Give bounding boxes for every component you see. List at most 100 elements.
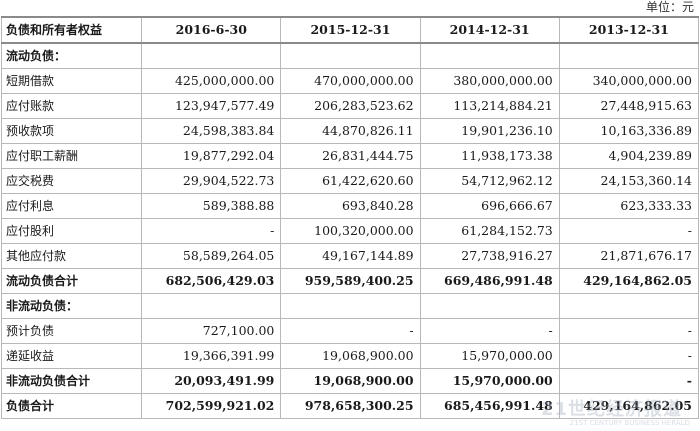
value-cell: 26,831,444.75 [280,143,421,169]
row-label: 短期借款 [0,68,143,94]
value-cell: 100,320,000.00 [280,218,421,244]
value-cell [280,293,421,319]
value-cell [141,293,282,319]
row-label: 应付职工薪酬 [0,143,143,169]
value-cell: 702,599,921.02 [141,393,282,419]
unit-label: 单位：元 [645,0,694,14]
value-cell: 589,388.88 [141,193,282,219]
value-cell: 669,486,991.48 [419,268,560,294]
value-cell: 61,422,620.60 [280,168,421,194]
value-cell: 380,000,000.00 [419,68,560,94]
header-label: 负债和所有者权益 [0,16,143,44]
value-cell: 19,901,236.10 [419,118,560,144]
table-row: 应付职工薪酬 19,877,292.04 26,831,444.75 11,938,1… [0,143,700,169]
value-cell [280,42,421,69]
header-row: 负债和所有者权益 2016-6-30 2015-12-31 2014-12-31… [0,16,700,44]
value-cell: 429,164,862.05 [558,393,700,419]
liabilities-table: 负债和所有者权益 2016-6-30 2015-12-31 2014-12-31… [0,16,700,419]
value-cell: 113,214,884.21 [419,93,560,119]
value-cell: - [558,368,700,394]
column-header: 2016-6-30 [141,16,282,44]
value-cell: 27,738,916.27 [419,243,560,269]
row-label: 流动负债合计 [0,268,143,294]
section-row: 流动负债： [0,42,700,69]
value-cell [141,42,282,69]
table-row: 预收款项 24,598,383.84 44,870,826.11 19,901,236… [0,118,700,144]
row-label: 递延收益 [0,343,143,369]
value-cell: 19,366,391.99 [141,343,282,369]
table-row: 应付股利 -100,320,000.00 61,284,152.73- [0,218,700,244]
column-header: 2015-12-31 [280,16,421,44]
value-cell [558,293,700,319]
value-cell: 429,164,862.05 [558,268,700,294]
value-cell: 4,904,239.89 [558,143,700,169]
value-cell [419,42,560,69]
value-cell: 623,333.33 [558,193,700,219]
value-cell: 682,506,429.03 [141,268,282,294]
column-header: 2013-12-31 [558,16,700,44]
value-cell: 123,947,577.49 [141,93,282,119]
table-row: 其他应付款 58,589,264.05 49,167,144.89 27,738,91… [0,243,700,269]
value-cell: 206,283,523.62 [280,93,421,119]
value-cell [419,293,560,319]
table-row: 短期借款 425,000,000.00 470,000,000.00 380,000,… [0,68,700,94]
value-cell: 340,000,000.00 [558,68,700,94]
value-cell: - [141,218,282,244]
value-cell: 24,598,383.84 [141,118,282,144]
table-row: 应付利息 589,388.88 693,840.28 696,666.67 623,33… [0,193,700,219]
total-row: 非流动负债合计 20,093,491.99 19,068,900.00 15,970,… [0,368,700,394]
value-cell: 54,712,962.12 [419,168,560,194]
value-cell: 425,000,000.00 [141,68,282,94]
row-label: 应付利息 [0,193,143,219]
row-label: 其他应付款 [0,243,143,269]
value-cell: 685,456,991.48 [419,393,560,419]
value-cell: 20,093,491.99 [141,368,282,394]
value-cell: - [419,318,560,344]
value-cell: 15,970,000.00 [419,343,560,369]
row-label: 非流动负债： [0,293,143,319]
value-cell: 24,153,360.14 [558,168,700,194]
column-header: 2014-12-31 [419,16,560,44]
value-cell: 10,163,336.89 [558,118,700,144]
row-label: 应付账款 [0,93,143,119]
total-row: 负债合计 702,599,921.02 978,658,300.25 685,456,… [0,393,700,419]
row-label: 应付股利 [0,218,143,244]
row-label: 流动负债： [0,42,143,69]
table-row: 递延收益 19,366,391.99 19,068,900.00 15,970,000… [0,343,700,369]
table-row: 预计负债 727,100.00- - - [0,318,700,344]
value-cell: - [280,318,421,344]
value-cell: 11,938,173.38 [419,143,560,169]
row-label: 非流动负债合计 [0,368,143,394]
section-row: 非流动负债： [0,293,700,319]
value-cell: 470,000,000.00 [280,68,421,94]
row-label: 应交税费 [0,168,143,194]
value-cell: 29,904,522.73 [141,168,282,194]
value-cell: 15,970,000.00 [419,368,560,394]
table-row: 应付账款 123,947,577.49 206,283,523.62 113,214,… [0,93,700,119]
value-cell: 19,068,900.00 [280,368,421,394]
value-cell: 696,666.67 [419,193,560,219]
value-cell: 959,589,400.25 [280,268,421,294]
value-cell: 19,877,292.04 [141,143,282,169]
value-cell: 27,448,915.63 [558,93,700,119]
value-cell: 21,871,676.17 [558,243,700,269]
value-cell [558,42,700,69]
value-cell: 693,840.28 [280,193,421,219]
value-cell: - [558,218,700,244]
value-cell: 978,658,300.25 [280,393,421,419]
total-row: 流动负债合计 682,506,429.03 959,589,400.25 669,48… [0,268,700,294]
value-cell: 727,100.00 [141,318,282,344]
value-cell: 49,167,144.89 [280,243,421,269]
value-cell: 44,870,826.11 [280,118,421,144]
table-body: 流动负债： 短期借款 425,000,000.00 470,000,000.00 380… [0,42,700,419]
value-cell: - [558,343,700,369]
value-cell: 61,284,152.73 [419,218,560,244]
row-label: 预计负债 [0,318,143,344]
value-cell: 58,589,264.05 [141,243,282,269]
value-cell: - [558,318,700,344]
row-label: 负债合计 [0,393,143,419]
value-cell: 19,068,900.00 [280,343,421,369]
row-label: 预收款项 [0,118,143,144]
table-row: 应交税费 29,904,522.73 61,422,620.60 54,712,962… [0,168,700,194]
watermark-subtitle: 21ST CENTURY BUSINESS HERALD [569,419,690,427]
